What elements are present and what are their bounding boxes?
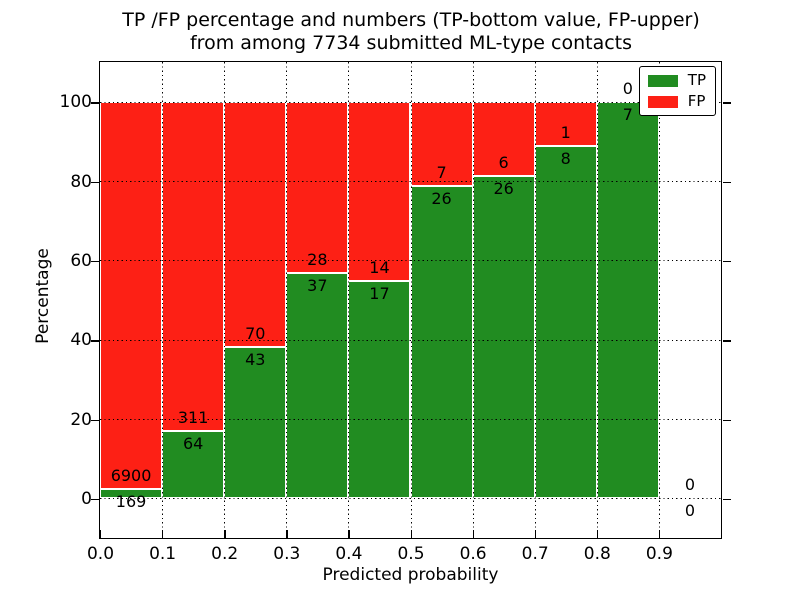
- x-tick-label: 0.5: [397, 544, 425, 564]
- legend-label-fp: FP: [687, 92, 706, 110]
- x-tick-mark: [100, 530, 102, 538]
- y-tick-mark-right: [723, 260, 731, 263]
- y-tick-mark-left: [91, 340, 99, 342]
- bar-segment-tp: [224, 347, 287, 499]
- y-tick-label: 0: [81, 488, 92, 509]
- x-tick-mark: [162, 530, 164, 538]
- y-tick-label: 40: [70, 330, 92, 351]
- bar-segment-tp: [286, 272, 349, 499]
- x-tick-label: 0.4: [335, 544, 363, 564]
- x-tick-mark: [596, 530, 599, 538]
- gridline-vertical: [348, 62, 350, 538]
- gridline-vertical: [286, 62, 288, 538]
- gridline-vertical: [162, 62, 164, 538]
- x-tick-label: 0.3: [273, 544, 301, 564]
- chart-title-line2: from among 7734 submitted ML-type contac…: [189, 32, 633, 54]
- y-tick-label: 80: [70, 171, 92, 192]
- gridline-vertical: [224, 62, 226, 538]
- y-tick-mark-right: [723, 340, 731, 342]
- plot-area: 6900 169 311 64 70 43 28 37 14 17 7 26 6 26 1 8 0 7 0 0 TP …: [99, 61, 722, 539]
- y-tick-mark-right: [723, 181, 731, 183]
- y-tick-mark-left: [91, 102, 99, 104]
- y-tick-mark-left: [91, 498, 99, 501]
- bar-label-fp: 1: [560, 122, 571, 142]
- y-tick-label: 20: [70, 409, 92, 430]
- bar-segment-tp: [348, 280, 411, 499]
- y-tick-label: 100: [59, 92, 92, 113]
- x-tick-label: 0.0: [86, 544, 115, 564]
- x-axis-label: Predicted probability: [322, 565, 499, 585]
- x-tick-label: 0.6: [459, 544, 487, 564]
- y-tick-mark-left: [91, 419, 99, 421]
- x-tick-label: 0.7: [521, 544, 549, 564]
- bar-label-fp: 0: [684, 475, 696, 495]
- bar-segment-tp: [596, 101, 659, 499]
- bar-label-tp: 26: [493, 179, 514, 199]
- x-tick-mark: [472, 530, 474, 538]
- bar-label-tp: 26: [431, 188, 452, 208]
- legend-label-tp: TP: [687, 71, 706, 89]
- bar-segment-fp: [410, 101, 473, 186]
- bar-label-fp: 0: [622, 78, 633, 98]
- bar-label-fp: 311: [177, 407, 209, 427]
- bar-label-tp: 169: [115, 491, 147, 511]
- bar-label-fp: 6900: [110, 465, 152, 485]
- bar-label-fp: 28: [307, 249, 328, 269]
- legend-swatch-fp: [647, 95, 678, 108]
- bar-label-tp: 8: [560, 148, 571, 168]
- bar-label-fp: 70: [245, 324, 266, 344]
- bar-segment-tp: [534, 145, 597, 499]
- x-tick-label: 0.9: [645, 544, 673, 564]
- bar-segment-fp: [286, 101, 349, 273]
- y-tick-mark-left: [91, 181, 99, 183]
- bar-segment-fp: [224, 101, 287, 348]
- x-tick-mark: [348, 530, 350, 538]
- bar-segment-fp: [162, 101, 225, 431]
- gridline-vertical: [596, 62, 598, 538]
- bar-label-fp: 7: [436, 162, 447, 182]
- x-tick-mark: [286, 530, 288, 538]
- legend-item-tp: TP: [647, 71, 706, 89]
- x-tick-mark: [658, 530, 661, 538]
- gridline-vertical: [658, 62, 660, 538]
- bar-label-tp: 0: [684, 501, 696, 521]
- bar-segment-tp: [410, 185, 473, 499]
- y-tick-mark-right: [723, 102, 731, 104]
- chart-title-line1: TP /FP percentage and numbers (TP-bottom…: [122, 9, 700, 31]
- legend-swatch-tp: [647, 74, 678, 87]
- x-tick-mark: [534, 530, 537, 538]
- gridline-vertical: [410, 62, 412, 538]
- legend-item-fp: FP: [647, 92, 706, 110]
- bar-segment-fp: [348, 101, 411, 281]
- gridline-vertical: [472, 62, 474, 538]
- x-tick-label: 0.1: [149, 544, 177, 564]
- y-tick-mark-left: [91, 260, 99, 263]
- gridline-vertical: [534, 62, 536, 538]
- y-tick-mark-right: [723, 498, 731, 501]
- bar-label-tp: 43: [245, 350, 266, 370]
- chart-title: TP /FP percentage and numbers (TP-bottom…: [100, 9, 722, 55]
- legend: TP FP: [638, 66, 716, 116]
- bar-label-fp: 6: [498, 153, 509, 173]
- y-axis-label: Percentage: [33, 248, 53, 344]
- y-tick-label: 60: [70, 250, 92, 271]
- bar-segment-tp: [472, 176, 535, 499]
- bar-segment-tp: [100, 488, 163, 499]
- bar-label-tp: 17: [369, 283, 390, 303]
- x-tick-mark: [224, 530, 226, 538]
- y-tick-mark-right: [723, 419, 731, 421]
- bar-label-tp: 37: [307, 275, 328, 295]
- x-tick-mark: [410, 530, 412, 538]
- x-tick-label: 0.8: [583, 544, 611, 564]
- bar-label-fp: 14: [369, 257, 390, 277]
- x-tick-label: 0.2: [211, 544, 239, 564]
- bar-label-tp: 7: [622, 104, 633, 124]
- bar-label-tp: 64: [182, 433, 204, 453]
- bar-segment-fp: [100, 101, 163, 489]
- bar-segment-fp: [472, 101, 535, 177]
